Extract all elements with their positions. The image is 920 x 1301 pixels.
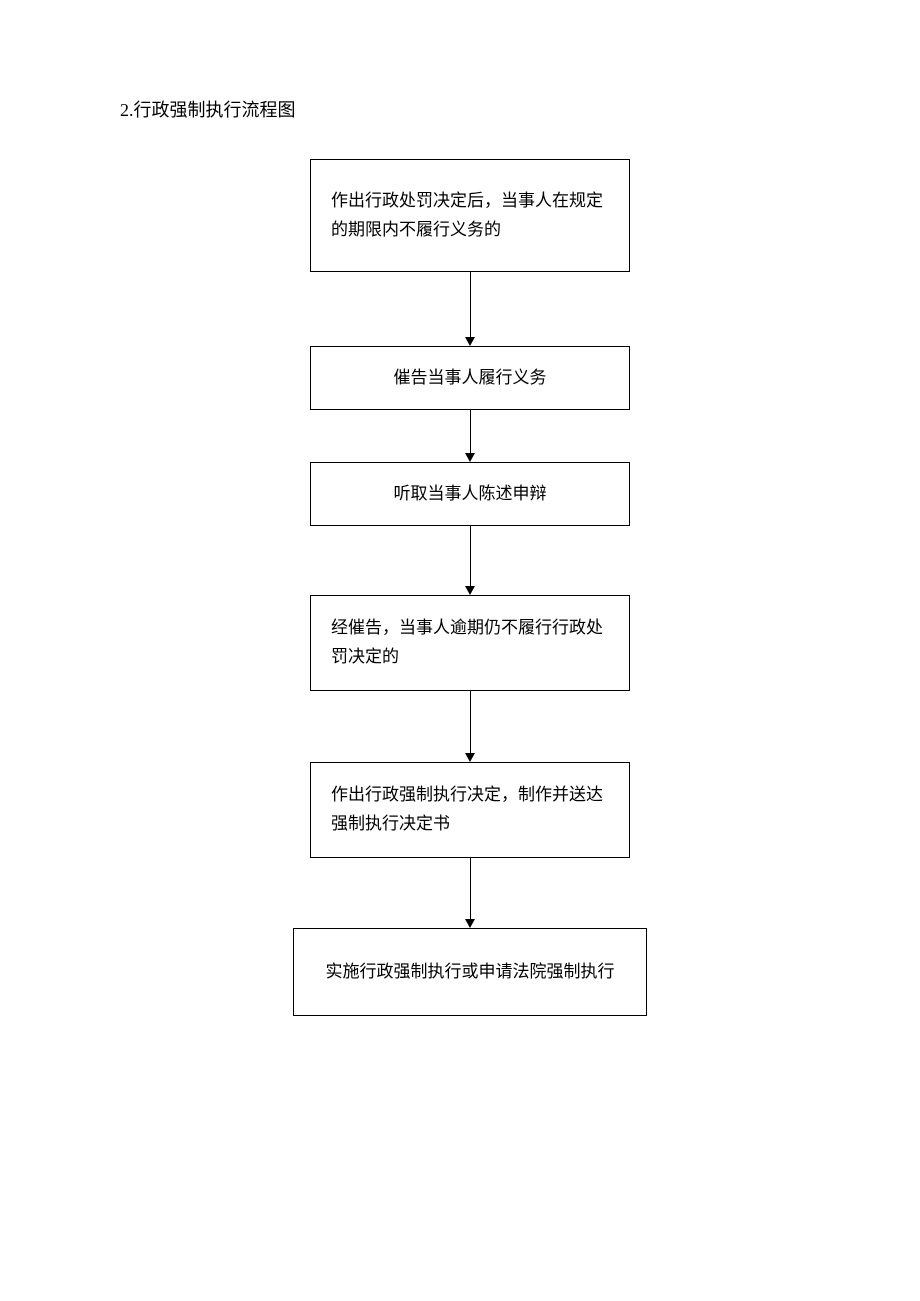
flow-node-4: 经催告，当事人逾期仍不履行行政处罚决定的 (310, 595, 630, 691)
flow-arrow-line (470, 858, 471, 919)
flow-arrow-head (465, 453, 475, 462)
flow-arrow-line (470, 410, 471, 453)
flow-arrow-head (465, 337, 475, 346)
flow-arrow-head (465, 753, 475, 762)
flow-arrow-head (465, 919, 475, 928)
flow-node-1: 作出行政处罚决定后，当事人在规定的期限内不履行义务的 (310, 159, 630, 272)
flow-node-5: 作出行政强制执行决定，制作并送达强制执行决定书 (310, 762, 630, 858)
flow-arrow-line (470, 526, 471, 586)
flow-arrow-head (465, 586, 475, 595)
flow-arrow-line (470, 691, 471, 753)
flow-node-3: 听取当事人陈述申辩 (310, 462, 630, 526)
flow-arrow-line (470, 272, 471, 337)
flow-node-6: 实施行政强制执行或申请法院强制执行 (293, 928, 647, 1016)
flowchart: 作出行政处罚决定后，当事人在规定的期限内不履行义务的 催告当事人履行义务 听取当… (0, 0, 920, 1301)
flow-node-2: 催告当事人履行义务 (310, 346, 630, 410)
